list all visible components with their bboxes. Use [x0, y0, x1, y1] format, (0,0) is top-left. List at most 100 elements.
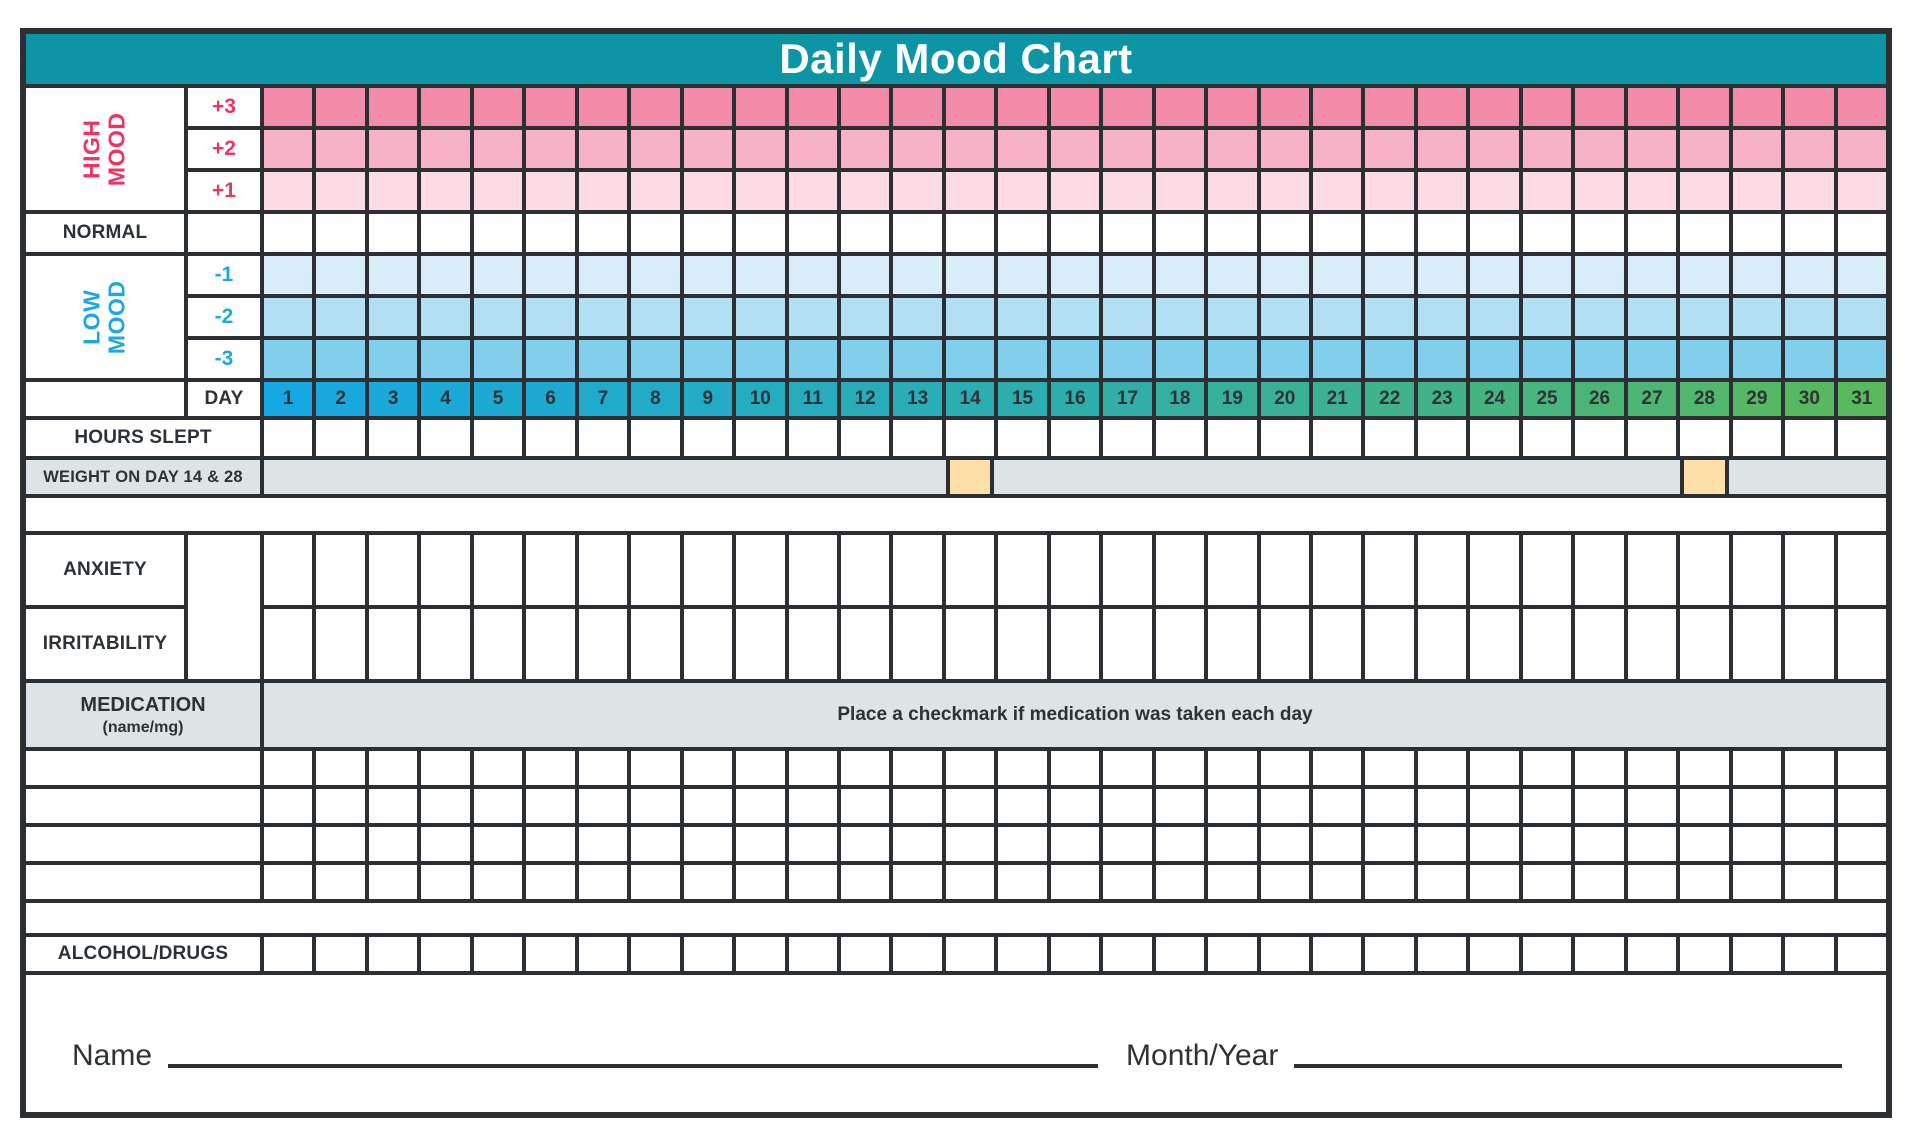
mood-cell[interactable] [945, 256, 995, 294]
medication-check-cell[interactable] [1575, 751, 1624, 785]
mood-cell[interactable] [1260, 340, 1310, 378]
mood-cell[interactable] [1050, 340, 1100, 378]
mood-cell[interactable] [1260, 256, 1310, 294]
anxiety-cell[interactable] [1837, 535, 1886, 605]
medication-check-cell[interactable] [840, 827, 890, 861]
mood-cell[interactable] [1365, 256, 1414, 294]
mood-cell[interactable] [893, 298, 942, 336]
medication-check-cell[interactable] [1732, 751, 1782, 785]
mood-cell[interactable] [1837, 88, 1886, 126]
mood-cell[interactable] [1417, 172, 1467, 210]
mood-cell[interactable] [1680, 214, 1729, 252]
hours-slept-cell[interactable] [1785, 420, 1834, 456]
weight-strip[interactable] [264, 460, 1886, 494]
medication-check-cell[interactable] [840, 751, 890, 785]
medication-check-cell[interactable] [1417, 827, 1467, 861]
medication-check-cell[interactable] [788, 789, 837, 823]
mood-cell[interactable] [1208, 214, 1257, 252]
mood-cell[interactable] [578, 130, 628, 168]
mood-cell[interactable] [1785, 130, 1834, 168]
anxiety-cell[interactable] [1208, 535, 1257, 605]
hours-slept-cell[interactable] [840, 420, 890, 456]
alcohol-cell[interactable] [840, 937, 890, 971]
medication-check-cell[interactable] [578, 827, 628, 861]
medication-check-cell[interactable] [998, 789, 1047, 823]
mood-cell[interactable] [1365, 130, 1414, 168]
medication-check-cell[interactable] [1522, 751, 1572, 785]
mood-cell[interactable] [1785, 340, 1834, 378]
medication-check-cell[interactable] [264, 751, 313, 785]
medication-check-cell[interactable] [1575, 789, 1624, 823]
irritability-cell[interactable] [1208, 609, 1257, 679]
mood-cell[interactable] [526, 256, 575, 294]
mood-cell[interactable] [1208, 256, 1257, 294]
mood-cell[interactable] [526, 298, 575, 336]
medication-check-cell[interactable] [1575, 827, 1624, 861]
alcohol-cell[interactable] [1732, 937, 1782, 971]
hours-slept-cell[interactable] [893, 420, 942, 456]
medication-check-cell[interactable] [1522, 789, 1572, 823]
mood-cell[interactable] [1575, 298, 1624, 336]
medication-check-cell[interactable] [264, 865, 313, 899]
mood-cell[interactable] [526, 88, 575, 126]
anxiety-cell[interactable] [1260, 535, 1310, 605]
alcohol-cell[interactable] [998, 937, 1047, 971]
medication-check-cell[interactable] [683, 865, 733, 899]
medication-check-cell[interactable] [473, 827, 523, 861]
mood-cell[interactable] [421, 214, 470, 252]
mood-cell[interactable] [1208, 130, 1257, 168]
mood-cell[interactable] [840, 130, 890, 168]
medication-check-cell[interactable] [1837, 789, 1886, 823]
mood-cell[interactable] [1417, 130, 1467, 168]
medication-check-cell[interactable] [1417, 789, 1467, 823]
medication-check-cell[interactable] [1260, 751, 1310, 785]
mood-cell[interactable] [1837, 214, 1886, 252]
medication-check-cell[interactable] [893, 789, 942, 823]
mood-cell[interactable] [1313, 172, 1362, 210]
mood-cell[interactable] [1417, 298, 1467, 336]
mood-cell[interactable] [1470, 340, 1519, 378]
mood-cell[interactable] [1103, 88, 1152, 126]
mood-cell[interactable] [1155, 130, 1205, 168]
medication-check-cell[interactable] [1522, 827, 1572, 861]
medication-check-cell[interactable] [1365, 751, 1414, 785]
mood-cell[interactable] [1627, 298, 1677, 336]
irritability-cell[interactable] [1470, 609, 1519, 679]
mood-cell[interactable] [736, 130, 785, 168]
hours-slept-cell[interactable] [945, 420, 995, 456]
alcohol-cell[interactable] [683, 937, 733, 971]
anxiety-cell[interactable] [1313, 535, 1362, 605]
medication-check-cell[interactable] [421, 865, 470, 899]
medication-check-cell[interactable] [316, 789, 365, 823]
anxiety-cell[interactable] [578, 535, 628, 605]
mood-cell[interactable] [1260, 88, 1310, 126]
anxiety-cell[interactable] [893, 535, 942, 605]
irritability-cell[interactable] [1050, 609, 1100, 679]
medication-check-cell[interactable] [1837, 865, 1886, 899]
mood-cell[interactable] [1050, 172, 1100, 210]
alcohol-cell[interactable] [1103, 937, 1152, 971]
month-year-input-line[interactable] [1294, 1063, 1842, 1068]
irritability-cell[interactable] [316, 609, 365, 679]
mood-cell[interactable] [1260, 172, 1310, 210]
medication-check-cell[interactable] [1417, 865, 1467, 899]
irritability-cell[interactable] [1417, 609, 1467, 679]
mood-cell[interactable] [473, 298, 523, 336]
mood-cell[interactable] [1522, 172, 1572, 210]
hours-slept-cell[interactable] [1155, 420, 1205, 456]
mood-cell[interactable] [1522, 256, 1572, 294]
medication-name-cell[interactable] [26, 865, 260, 899]
mood-cell[interactable] [473, 88, 523, 126]
irritability-cell[interactable] [736, 609, 785, 679]
alcohol-cell[interactable] [1627, 937, 1677, 971]
irritability-cell[interactable] [578, 609, 628, 679]
mood-cell[interactable] [1680, 256, 1729, 294]
mood-cell[interactable] [264, 214, 313, 252]
mood-cell[interactable] [578, 340, 628, 378]
irritability-cell[interactable] [264, 609, 313, 679]
medication-check-cell[interactable] [526, 827, 575, 861]
medication-check-cell[interactable] [788, 865, 837, 899]
mood-cell[interactable] [998, 172, 1047, 210]
medication-check-cell[interactable] [1627, 751, 1677, 785]
mood-cell[interactable] [840, 340, 890, 378]
